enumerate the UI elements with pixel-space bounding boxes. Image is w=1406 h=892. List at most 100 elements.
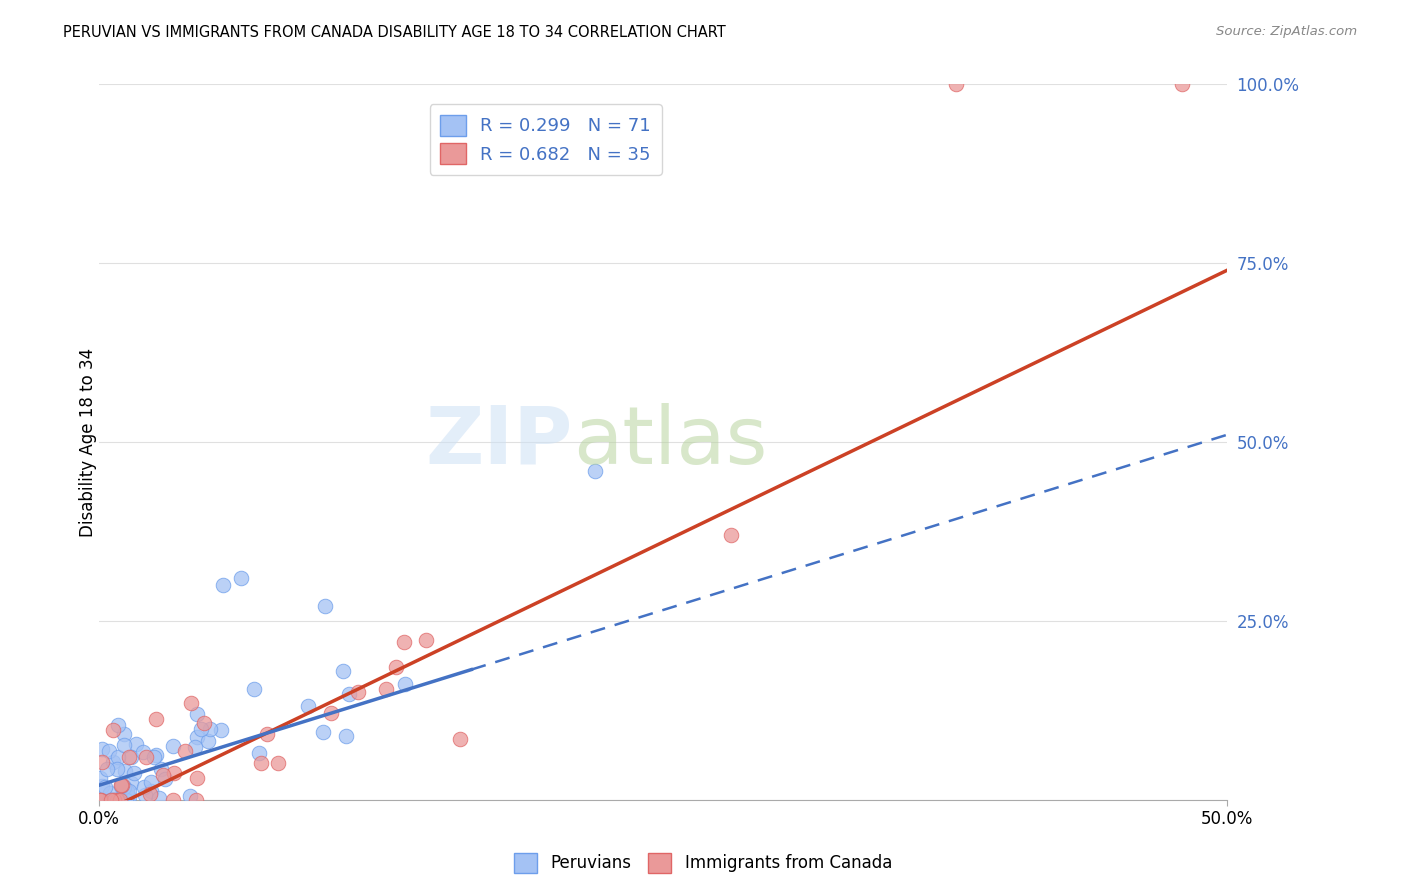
Point [415,633,437,648]
Point [152,768,174,782]
Point [101,792,124,806]
Point [186,706,208,721]
Point [118,784,141,798]
Point [179,789,201,804]
Point [97,743,120,757]
Point [98,786,121,800]
Point [339,687,361,701]
Point [139,775,162,789]
Point [184,740,207,755]
Point [139,788,162,802]
Point [122,765,145,780]
Point [346,685,368,699]
Legend: Peruvians, Immigrants from Canada: Peruvians, Immigrants from Canada [508,847,898,880]
Y-axis label: Disability Age 18 to 34: Disability Age 18 to 34 [79,347,97,537]
Text: ZIP: ZIP [426,403,572,481]
Point [243,682,266,697]
Point [314,599,336,614]
Point [583,464,606,478]
Point [111,782,134,797]
Point [174,743,197,757]
Point [91,742,114,756]
Point [114,764,136,779]
Point [96,762,118,776]
Point [1171,78,1194,92]
Point [231,571,253,585]
Point [131,745,153,759]
Point [115,784,138,798]
Point [193,715,215,730]
Point [90,792,112,806]
Point [114,792,136,806]
Point [212,578,235,592]
Point [101,723,124,738]
Point [209,723,232,737]
Point [89,792,111,806]
Point [100,792,122,806]
Point [197,734,219,748]
Point [91,792,114,806]
Point [186,771,208,785]
Point [117,792,139,806]
Point [112,727,135,741]
Point [107,792,129,806]
Point [256,727,278,741]
Point [720,528,742,542]
Point [105,762,128,776]
Point [149,762,172,776]
Point [135,750,157,764]
Point [148,791,170,805]
Point [247,746,270,760]
Point [110,778,132,792]
Point [118,789,141,804]
Point [392,634,415,648]
Point [385,660,408,674]
Point [94,780,117,794]
Point [143,750,166,764]
Point [945,78,967,92]
Point [125,737,148,751]
Point [335,730,357,744]
Text: Source: ZipAtlas.com: Source: ZipAtlas.com [1216,25,1357,38]
Point [180,696,202,710]
Point [101,755,124,769]
Point [121,750,143,764]
Point [162,792,184,806]
Point [394,677,416,691]
Point [321,706,343,721]
Point [118,749,141,764]
Point [103,792,125,806]
Point [190,722,212,736]
Point [107,749,129,764]
Point [162,739,184,753]
Point [107,792,129,806]
Point [155,772,177,787]
Point [250,756,273,770]
Point [117,792,139,806]
Point [332,664,354,678]
Point [145,712,167,726]
Point [120,776,142,790]
Point [145,747,167,762]
Point [89,771,111,785]
Point [91,756,114,770]
Point [112,780,135,795]
Point [97,792,120,806]
Point [375,681,398,696]
Text: atlas: atlas [572,403,768,481]
Point [267,756,290,770]
Point [107,717,129,731]
Point [101,792,124,806]
Point [141,784,163,798]
Point [110,779,132,793]
Point [110,792,132,806]
Point [163,766,186,780]
Point [111,778,134,792]
Point [200,722,222,736]
Point [132,780,155,794]
Point [103,792,125,806]
Point [449,731,471,746]
Point [105,792,128,806]
Text: PERUVIAN VS IMMIGRANTS FROM CANADA DISABILITY AGE 18 TO 34 CORRELATION CHART: PERUVIAN VS IMMIGRANTS FROM CANADA DISAB… [63,25,725,40]
Point [91,779,114,793]
